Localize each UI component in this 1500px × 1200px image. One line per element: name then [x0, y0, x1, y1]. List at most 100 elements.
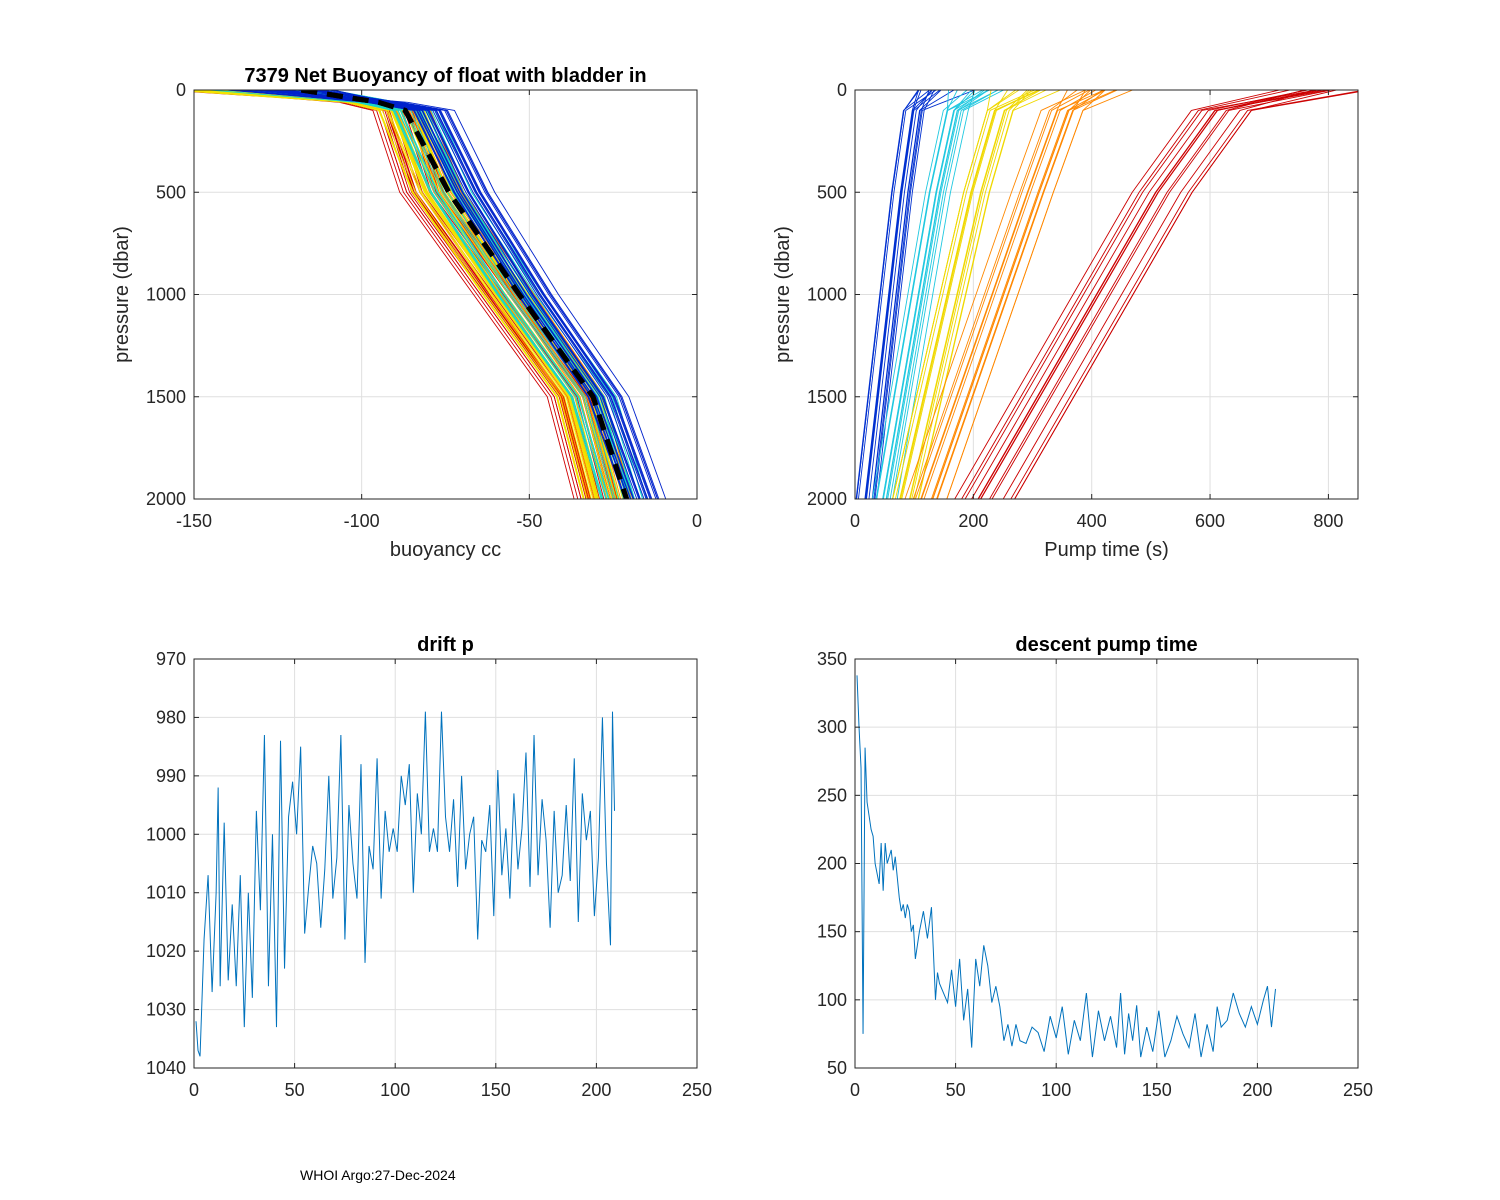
profile-line: [866, 90, 941, 499]
x-tick-label: 250: [682, 1080, 712, 1100]
y-tick-label: 150: [817, 922, 847, 942]
x-tick-label: 150: [1142, 1080, 1172, 1100]
x-tick-label: 100: [380, 1080, 410, 1100]
x-tick-label: -50: [516, 511, 542, 531]
data-layer: [856, 675, 1277, 1058]
y-tick-label: 200: [817, 854, 847, 874]
profile-line: [964, 90, 1317, 499]
series-cyan-green-profiles: [871, 90, 1004, 499]
series-earliest-profiles-red-: [954, 90, 1358, 499]
x-tick-label: 50: [285, 1080, 305, 1100]
profile-line: [889, 90, 999, 499]
x-axis-label: Pump time (s): [1044, 539, 1168, 561]
profile-line: [858, 90, 937, 499]
y-tick-label: 250: [817, 785, 847, 805]
x-tick-label: 100: [1041, 1080, 1071, 1100]
profile-line: [194, 90, 588, 499]
x-tick-label: 0: [850, 511, 860, 531]
chart-title: drift p: [417, 634, 474, 656]
mean-profile-line: [300, 90, 629, 499]
y-tick-label: 50: [827, 1058, 847, 1078]
profile-line: [909, 90, 1047, 499]
profile-line: [932, 90, 1117, 499]
profile-line: [864, 90, 919, 499]
drift-pressure-axes: 0 50 100 150 200 250 970 980 990 1000 1010 1020 1030…: [146, 634, 712, 1100]
profile-line: [920, 90, 1068, 499]
x-tick-label: 250: [1343, 1080, 1373, 1100]
x-tick-label: 0: [692, 511, 702, 531]
y-tick-label: 300: [817, 717, 847, 737]
profile-line: [892, 90, 992, 499]
profile-line: [961, 90, 1290, 499]
y-axis-label: pressure (dbar): [111, 226, 133, 363]
y-axis-label: pressure (dbar): [772, 226, 794, 363]
profile-line: [1002, 90, 1315, 499]
series-line: [856, 675, 1277, 1058]
y-tick-label: 980: [156, 707, 186, 727]
y-tick-label: 1030: [146, 1000, 186, 1020]
y-tick-label: 350: [817, 649, 847, 669]
profile-line: [921, 90, 1105, 499]
profile-line: [874, 90, 975, 499]
profile-line: [915, 90, 1090, 499]
y-tick-label: 1020: [146, 941, 186, 961]
y-tick-label: 100: [817, 990, 847, 1010]
y-tick-label: 1500: [146, 387, 186, 407]
profile-line: [329, 90, 653, 499]
y-tick-label: 500: [156, 182, 186, 202]
descent-pump-time-axes: 0 50 100 150 200 25050100150200250300350desce…: [817, 634, 1373, 1100]
x-tick-label: 200: [1242, 1080, 1272, 1100]
profile-line: [899, 90, 1009, 499]
profile-line: [885, 90, 985, 499]
x-tick-label: 200: [958, 511, 988, 531]
profile-line: [901, 90, 1039, 499]
profile-line: [978, 90, 1329, 499]
profile-line: [1010, 90, 1358, 499]
y-tick-label: 1000: [146, 824, 186, 844]
x-tick-label: 800: [1313, 511, 1343, 531]
profile-line: [936, 90, 1103, 499]
profile-line: [865, 90, 922, 499]
data-layer: [855, 90, 1358, 499]
profile-line: [855, 90, 930, 499]
x-tick-label: -150: [176, 511, 212, 531]
profile-line: [989, 90, 1305, 499]
y-tick-label: 0: [176, 80, 186, 100]
axes-box: [193, 658, 698, 1069]
chart-title: 7379 Net Buoyancy of float with bladder …: [244, 65, 646, 87]
profile-line: [971, 90, 1308, 499]
profile-line: [894, 90, 1036, 499]
profile-line: [946, 90, 1106, 499]
y-tick-label: 1040: [146, 1058, 186, 1078]
profile-line: [214, 90, 584, 499]
profile-line: [918, 90, 1061, 499]
profile-line: [887, 90, 989, 499]
y-tick-label: 500: [817, 182, 847, 202]
x-tick-label: 50: [946, 1080, 966, 1100]
x-tick-label: -100: [344, 511, 380, 531]
series-orange-profiles: [904, 90, 1133, 499]
y-tick-label: 970: [156, 649, 186, 669]
y-tick-label: 1000: [807, 285, 847, 305]
profile-line: [864, 90, 933, 499]
profile-line: [295, 90, 648, 499]
profile-line: [873, 90, 930, 499]
profile-line: [311, 90, 658, 499]
series-line: [195, 711, 616, 1057]
profile-line: [904, 90, 1086, 499]
series-yellow-profiles: [892, 90, 1061, 499]
x-tick-label: 600: [1195, 511, 1225, 531]
y-tick-label: 1000: [146, 285, 186, 305]
pump-time-axes: 0 200 400 600 800 0 500 1000 1500 2000 Pump time (…: [772, 80, 1359, 561]
x-tick-label: 400: [1077, 511, 1107, 531]
profile-line: [258, 90, 667, 499]
profile-line: [856, 90, 920, 499]
buoyancy-axes: -150 -100 -50 0 0 500 1000 1500 2000 buoyancy cc p…: [111, 65, 702, 561]
x-tick-label: 0: [189, 1080, 199, 1100]
profile-line: [872, 90, 955, 499]
series-latest-profiles-blue-: [227, 90, 667, 499]
profile-line: [882, 90, 976, 499]
y-tick-label: 1010: [146, 883, 186, 903]
data-layer: [194, 90, 667, 499]
